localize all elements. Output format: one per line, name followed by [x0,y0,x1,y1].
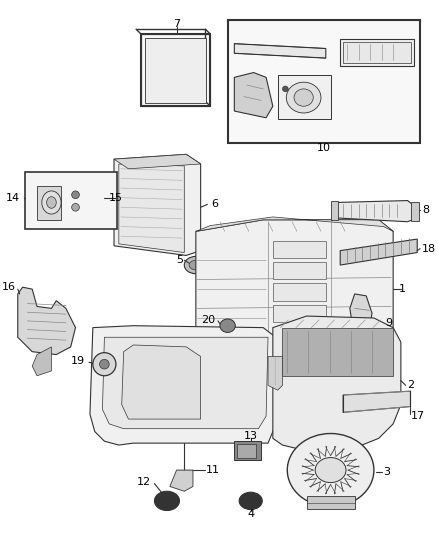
Polygon shape [196,220,393,352]
Ellipse shape [283,86,288,92]
Polygon shape [273,316,401,451]
Bar [411,201,419,221]
Text: 6: 6 [212,199,219,209]
Ellipse shape [93,353,116,376]
Ellipse shape [239,492,262,510]
Polygon shape [37,186,61,220]
Ellipse shape [46,197,56,208]
Ellipse shape [287,433,374,507]
Ellipse shape [286,82,321,113]
Bar [25,172,117,229]
Polygon shape [119,164,184,253]
Text: 16: 16 [2,282,16,292]
Text: 10: 10 [317,143,331,152]
Text: 9: 9 [385,318,392,328]
Text: 2: 2 [408,381,415,390]
Bar [331,200,338,220]
Polygon shape [196,217,393,231]
Ellipse shape [72,191,79,199]
Text: 7: 7 [173,19,180,29]
Ellipse shape [220,319,235,333]
Polygon shape [32,347,51,376]
Text: 1: 1 [399,284,406,294]
Ellipse shape [72,204,79,211]
Polygon shape [18,287,75,354]
Text: 19: 19 [71,357,85,366]
Bar [145,38,206,103]
Text: 17: 17 [410,411,424,421]
Text: 20: 20 [201,315,215,325]
Ellipse shape [99,359,109,369]
Polygon shape [234,72,273,118]
Ellipse shape [155,491,180,511]
Polygon shape [141,34,210,106]
Polygon shape [340,239,417,265]
Polygon shape [283,328,393,376]
Text: 18: 18 [422,244,436,254]
Ellipse shape [315,457,346,482]
Bar [343,42,411,63]
Bar [273,262,326,279]
Polygon shape [114,155,201,169]
Polygon shape [90,326,278,445]
Ellipse shape [42,191,61,214]
Polygon shape [122,345,201,419]
Ellipse shape [294,89,313,106]
Bar [237,444,257,457]
Polygon shape [268,357,283,390]
Text: 11: 11 [205,465,219,475]
Polygon shape [307,496,355,508]
Polygon shape [340,39,414,66]
Text: 5: 5 [176,255,183,265]
Polygon shape [336,200,413,222]
Polygon shape [102,337,268,429]
Text: 4: 4 [247,510,254,519]
Ellipse shape [184,256,207,274]
Text: 12: 12 [137,477,151,487]
Bar [228,20,420,143]
Text: 15: 15 [109,192,123,203]
Ellipse shape [189,260,202,270]
Text: 8: 8 [422,205,429,215]
Bar [273,304,326,322]
Bar [273,284,326,301]
Text: 14: 14 [6,192,20,203]
Polygon shape [350,294,372,337]
Polygon shape [170,470,193,491]
Polygon shape [114,155,201,255]
Bar [278,76,331,119]
Polygon shape [343,391,410,413]
Text: 13: 13 [244,431,258,441]
Text: 3: 3 [384,467,391,477]
Polygon shape [234,44,326,58]
Bar [273,241,326,259]
Bar [234,441,261,461]
